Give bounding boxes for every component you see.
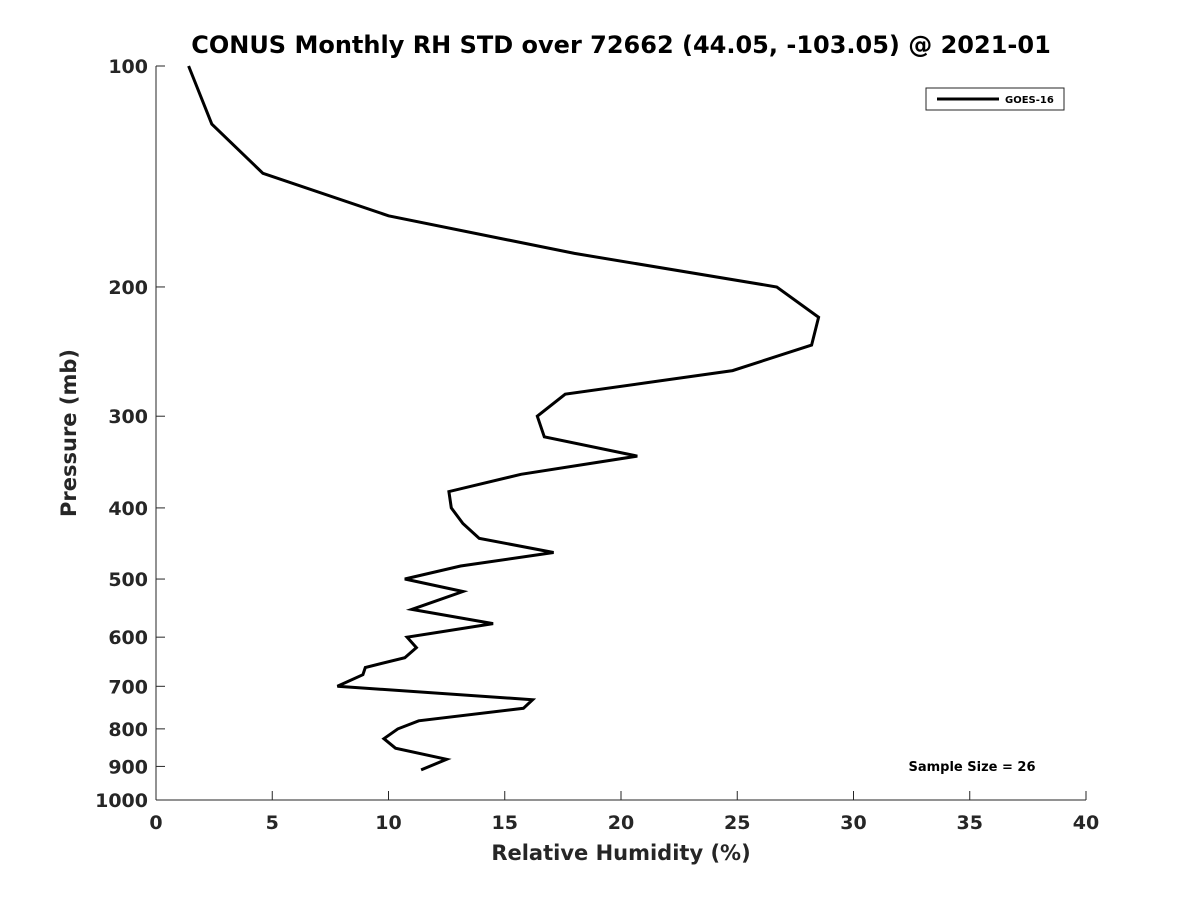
y-tick-label: 300 [108, 406, 148, 428]
y-axis-label: Pressure (mb) [57, 349, 81, 517]
x-tick-label: 25 [724, 812, 750, 834]
x-axis-label: Relative Humidity (%) [491, 841, 750, 865]
x-tick-label: 15 [492, 812, 518, 834]
x-tick-label: 40 [1073, 812, 1099, 834]
x-tick-label: 0 [149, 812, 162, 834]
series-line [187, 65, 821, 772]
y-tick-label: 200 [108, 277, 148, 299]
chart-title: CONUS Monthly RH STD over 72662 (44.05, … [191, 31, 1051, 59]
x-tick-label: 30 [840, 812, 866, 834]
y-tick-label: 1000 [95, 790, 148, 812]
y-tick-label: 900 [108, 756, 148, 778]
y-tick-label: 600 [108, 627, 148, 649]
y-tick-label: 100 [108, 56, 148, 78]
x-ticks: 0 5 10 15 20 25 30 35 40 [149, 791, 1099, 834]
y-tick-label: 800 [108, 719, 148, 741]
y-tick-label: 400 [108, 498, 148, 520]
y-ticks: 100 200 300 400 500 600 700 800 900 1000 [95, 56, 165, 812]
legend-label: GOES-16 [1005, 95, 1054, 106]
series-layer [187, 65, 821, 772]
x-tick-label: 35 [957, 812, 983, 834]
x-tick-label: 20 [608, 812, 634, 834]
legend: GOES-16 [925, 87, 1065, 111]
x-tick-label: 10 [375, 812, 401, 834]
y-tick-label: 700 [108, 676, 148, 698]
sample-size-annotation: Sample Size = 26 [908, 760, 1035, 775]
y-tick-label: 500 [108, 569, 148, 591]
x-tick-label: 5 [266, 812, 279, 834]
